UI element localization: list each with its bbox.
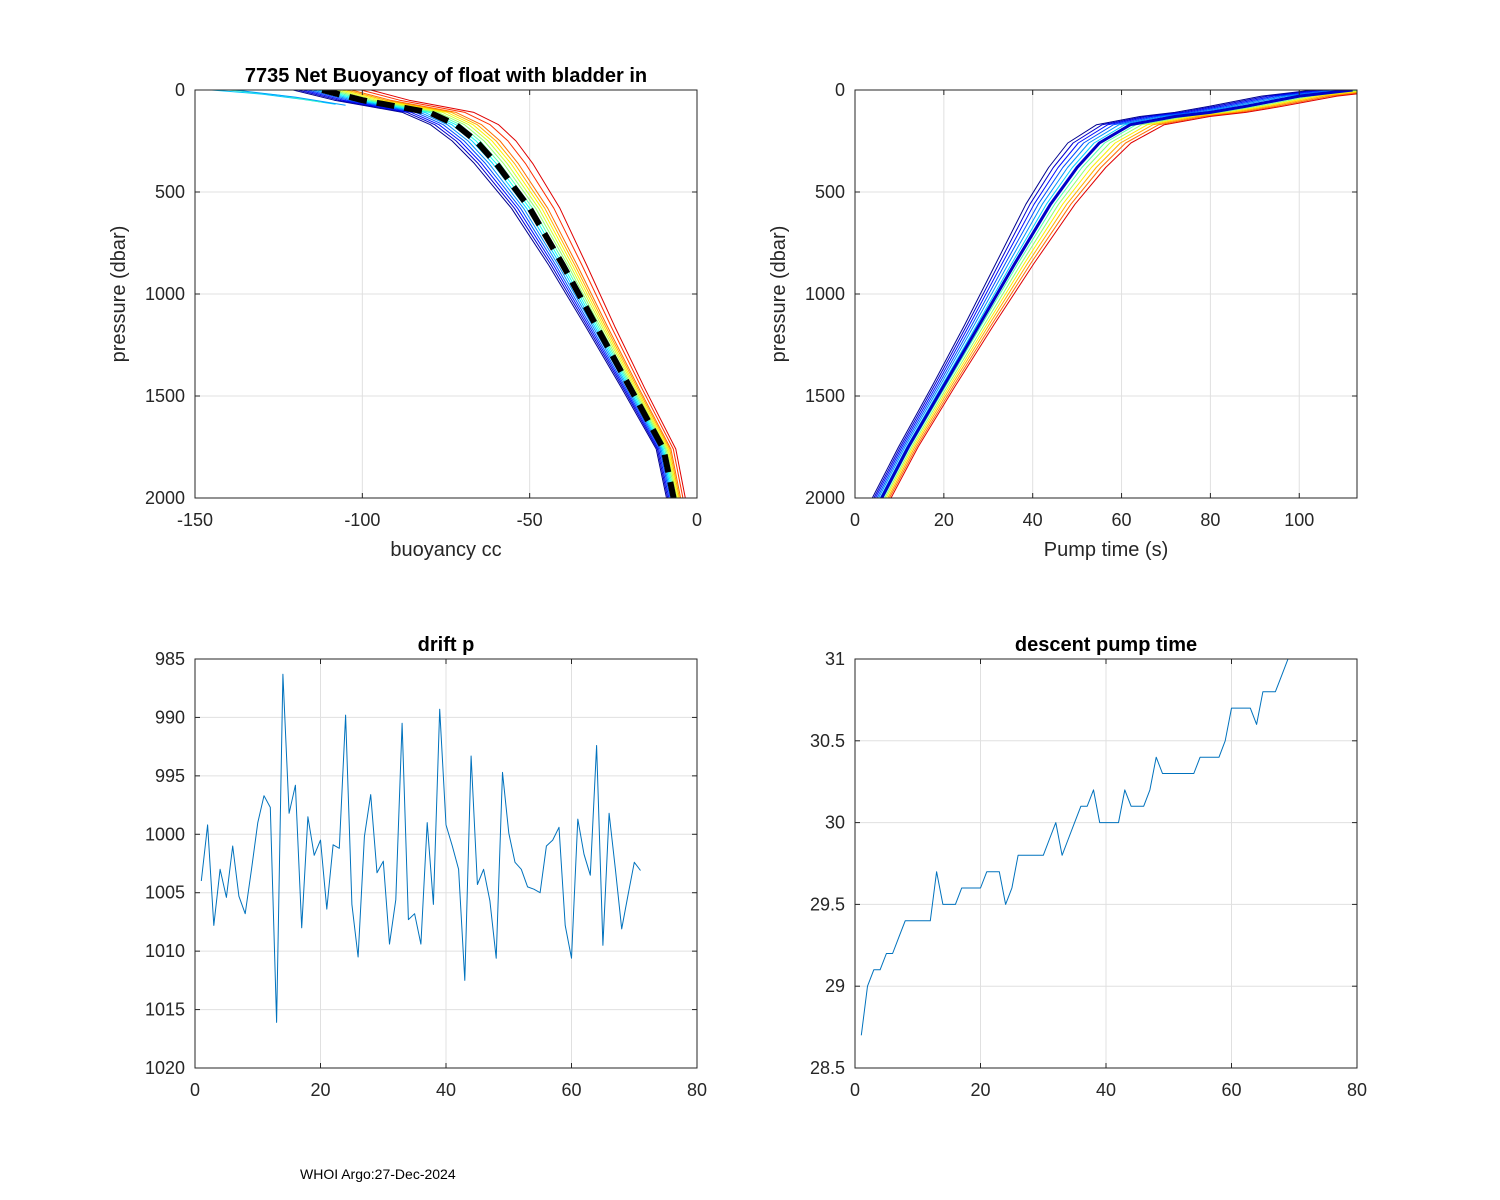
x-axis-label: buoyancy cc: [390, 539, 501, 561]
y-tick-label: 0: [835, 80, 845, 100]
profile-line: [871, 90, 1314, 498]
profile-line: [888, 92, 1357, 498]
profile-line: [370, 90, 686, 498]
y-tick-label: 29.5: [810, 894, 845, 914]
profile-line: [341, 90, 679, 498]
profile-line: [302, 90, 670, 498]
y-tick-label: 1500: [805, 386, 845, 406]
y-tick-label: 1500: [145, 386, 185, 406]
y-tick-label: 1020: [145, 1058, 185, 1078]
x-tick-label: 60: [1221, 1080, 1241, 1100]
x-tick-label: -100: [344, 510, 380, 530]
profile-line: [346, 90, 680, 498]
x-tick-label: 0: [850, 510, 860, 530]
chart-title: descent pump time: [1015, 634, 1197, 656]
y-tick-label: 1015: [145, 1000, 185, 1020]
y-tick-label: 29: [825, 976, 845, 996]
y-tick-label: 0: [175, 80, 185, 100]
series-line: [860, 659, 1301, 1036]
x-tick-label: 60: [1112, 510, 1132, 530]
x-tick-label: 20: [970, 1080, 990, 1100]
profile-line: [876, 90, 1334, 498]
footer-label: WHOI Argo:27-Dec-2024: [300, 1166, 456, 1182]
x-tick-label: 80: [687, 1080, 707, 1100]
descent-pump-time-chart: 0 20 40 60 80 28.5 29 29.5 30 30.5 31 descent pump …: [810, 634, 1367, 1100]
x-tick-label: 0: [850, 1080, 860, 1100]
x-tick-label: 0: [692, 510, 702, 530]
x-tick-label: 80: [1347, 1080, 1367, 1100]
buoyancy-chart: -150 -100 -50 0 0 500 1000 1500 2000 7735 Net Buo…: [108, 65, 702, 561]
profile-line: [351, 90, 682, 498]
x-tick-label: 60: [561, 1080, 581, 1100]
x-tick-label: 100: [1284, 510, 1314, 530]
profile-line: [297, 90, 669, 498]
y-tick-label: 2000: [805, 488, 845, 508]
profile-line: [887, 91, 1357, 498]
y-axis-label: pressure (dbar): [108, 226, 130, 363]
profile-line: [884, 90, 1357, 498]
profile-line: [360, 90, 684, 498]
profile-line: [874, 90, 1327, 498]
y-tick-label: 985: [155, 649, 185, 669]
x-tick-label: 40: [1096, 1080, 1116, 1100]
x-tick-label: 40: [436, 1080, 456, 1100]
x-tick-label: -150: [177, 510, 213, 530]
y-tick-label: 30: [825, 813, 845, 833]
chart-title: drift p: [418, 634, 475, 656]
x-tick-label: 20: [310, 1080, 330, 1100]
y-tick-label: 1000: [145, 824, 185, 844]
profile-line: [890, 93, 1357, 498]
data-layer: [860, 659, 1301, 1036]
surface-tail-line: [235, 90, 346, 106]
drift-p-chart: 0 20 40 60 80 985 990 995 1000 1005 1010 1015 1020 dr…: [145, 634, 707, 1100]
y-axis-label: pressure (dbar): [768, 226, 790, 363]
y-tick-label: 500: [815, 182, 845, 202]
y-tick-label: 2000: [145, 488, 185, 508]
profile-line: [292, 90, 667, 498]
y-tick-label: 30.5: [810, 731, 845, 751]
mean-profile-line: [880, 90, 1353, 498]
y-tick-label: 990: [155, 707, 185, 727]
x-tick-label: 0: [190, 1080, 200, 1100]
profile-line: [885, 91, 1357, 498]
profile-line: [873, 90, 1321, 498]
y-tick-label: 1000: [145, 284, 185, 304]
y-tick-label: 500: [155, 182, 185, 202]
series-line: [200, 673, 641, 1023]
x-tick-label: -50: [517, 510, 543, 530]
mean-profile-line: [321, 90, 677, 498]
y-tick-label: 1000: [805, 284, 845, 304]
y-tick-label: 1005: [145, 883, 185, 903]
x-axis-label: Pump time (s): [1044, 539, 1168, 561]
data-layer: [871, 90, 1357, 498]
y-tick-label: 1010: [145, 941, 185, 961]
x-tick-label: 80: [1200, 510, 1220, 530]
x-tick-label: 40: [1023, 510, 1043, 530]
y-tick-label: 31: [825, 649, 845, 669]
data-layer: [211, 90, 686, 498]
profile-line: [878, 90, 1340, 498]
chart-title: 7735 Net Buoyancy of float with bladder …: [245, 65, 647, 87]
y-tick-label: 995: [155, 766, 185, 786]
x-tick-label: 20: [934, 510, 954, 530]
data-layer: [200, 673, 641, 1023]
y-tick-label: 28.5: [810, 1058, 845, 1078]
